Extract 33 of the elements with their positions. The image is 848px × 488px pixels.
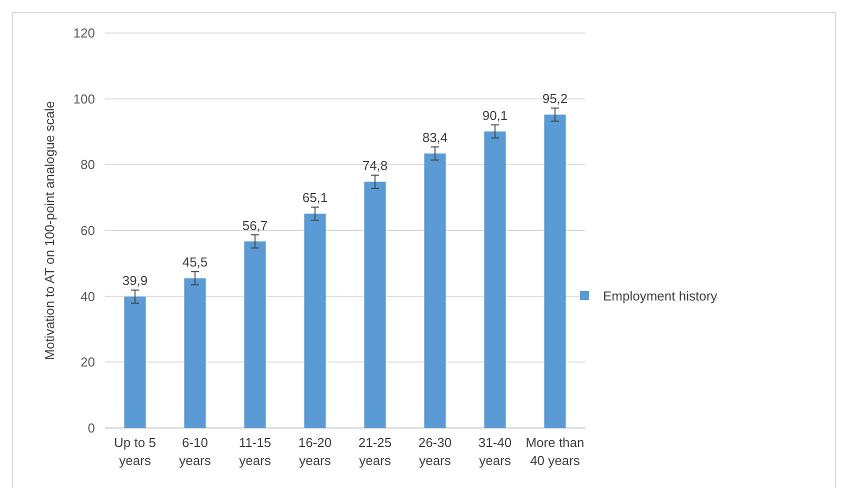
y-tick-label: 80 bbox=[80, 157, 95, 172]
y-axis-title: Motivation to AT on 100-point analogue scale bbox=[42, 101, 57, 360]
x-tick-label: 11-15 years bbox=[238, 435, 272, 468]
data-label: 56,7 bbox=[242, 218, 268, 233]
x-tick-label: 6-10 years bbox=[179, 435, 212, 468]
data-label: 83,4 bbox=[422, 130, 448, 145]
bar bbox=[184, 278, 206, 428]
bar bbox=[424, 153, 446, 428]
x-tick-label: 16-20 years bbox=[298, 435, 332, 468]
y-tick-label: 120 bbox=[73, 26, 95, 41]
bar bbox=[544, 114, 566, 428]
bar bbox=[304, 214, 326, 428]
legend-label: Employment history bbox=[603, 288, 718, 304]
y-tick-label: 100 bbox=[73, 91, 95, 106]
y-tick-label: 0 bbox=[88, 420, 95, 436]
data-label: 65,1 bbox=[302, 190, 328, 206]
y-tick-label: 60 bbox=[80, 223, 95, 238]
data-label: 45,5 bbox=[182, 254, 208, 270]
x-tick-label: 26-30 years bbox=[418, 435, 452, 468]
data-label: 90,1 bbox=[482, 108, 508, 123]
data-label: 39,9 bbox=[122, 273, 148, 288]
y-tick-label: 20 bbox=[80, 354, 95, 370]
x-tick-label: 31-40 years bbox=[478, 435, 512, 468]
x-tick-label: More than 40 years bbox=[526, 435, 584, 468]
x-tick-label: Up to 5 years bbox=[114, 435, 156, 468]
y-tick-label: 40 bbox=[80, 288, 95, 304]
bar bbox=[364, 182, 386, 428]
data-label: 74,8 bbox=[362, 158, 388, 174]
bar bbox=[124, 296, 146, 428]
data-label: 95,2 bbox=[542, 91, 568, 106]
bar bbox=[244, 241, 266, 428]
x-tick-label: 21-25 years bbox=[358, 435, 392, 468]
bar bbox=[484, 131, 506, 428]
